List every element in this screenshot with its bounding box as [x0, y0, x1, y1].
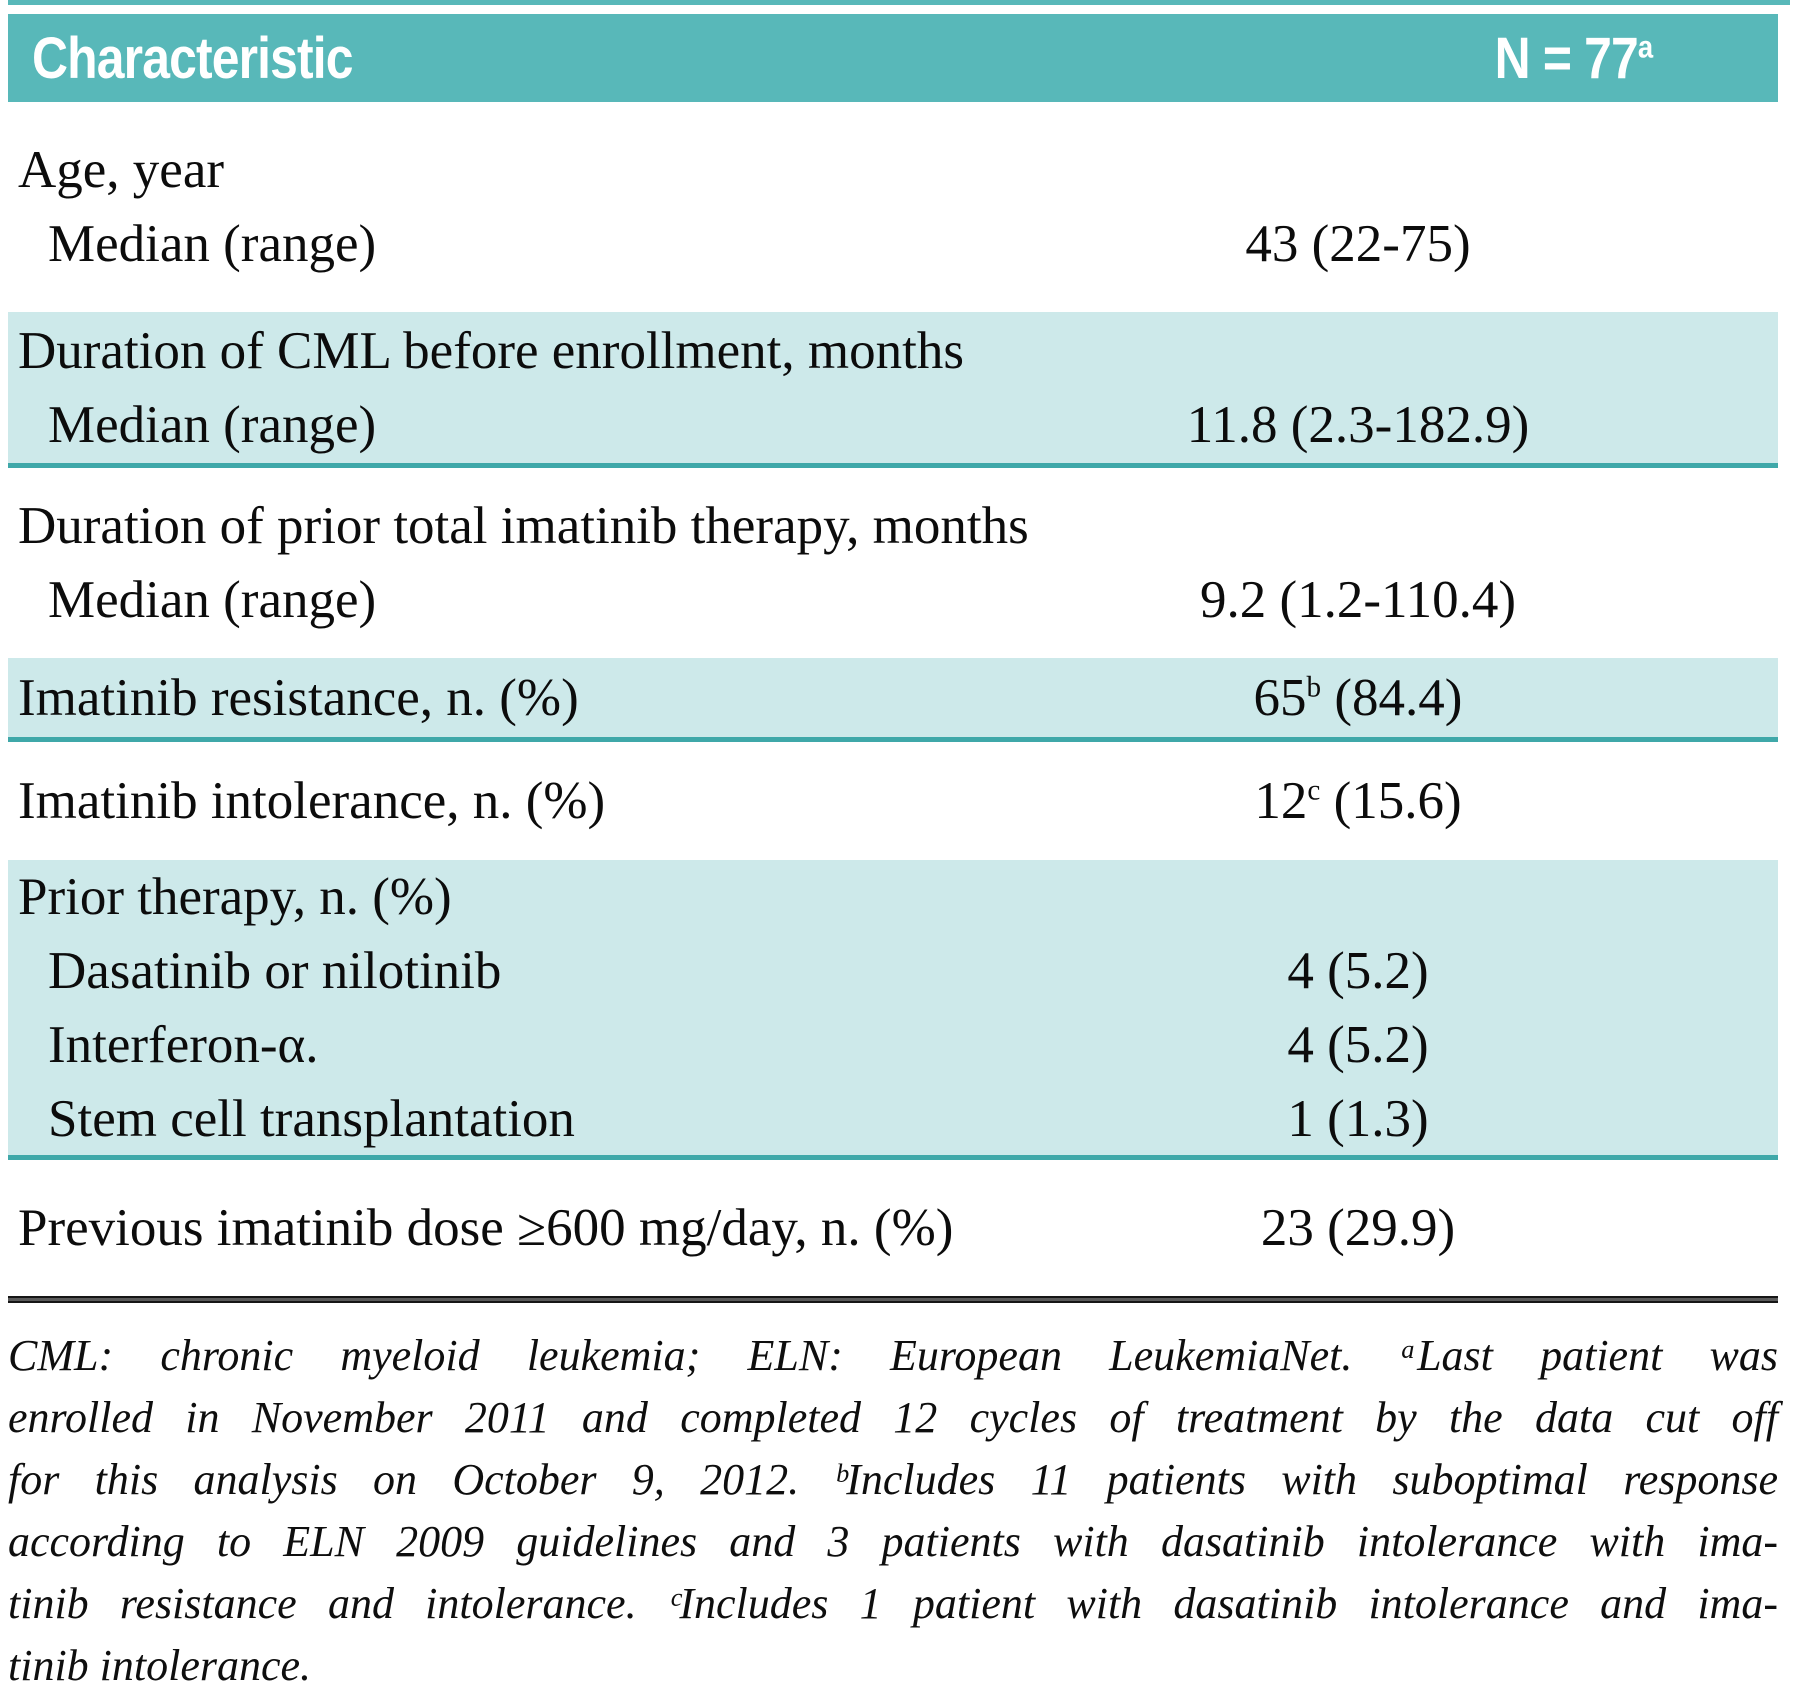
table-row: Median (range) 11.8 (2.3-182.9) [18, 388, 1778, 462]
section-imatinib-duration: Duration of prior total imatinib therapy… [8, 468, 1778, 658]
footnote-line: according to ELN 2009 guidelines and 3 p… [8, 1517, 1778, 1566]
table-row: Age, year [18, 133, 1778, 207]
row-label: Stem cell transplantation [48, 1089, 575, 1148]
header-n-text: N = 77 [1494, 25, 1638, 91]
footnote-line: for this analysis on October 9, 2012. ᵇI… [8, 1455, 1778, 1504]
table-row: Imatinib resistance, n. (%) 65b (84.4) [18, 661, 1778, 735]
value-number: 65 [1253, 668, 1307, 727]
table-row: Duration of CML before enrollment, month… [18, 314, 1778, 388]
table-row: Imatinib intolerance, n. (%) 12c (15.6) [18, 764, 1778, 838]
row-label: Interferon-α. [48, 1015, 319, 1074]
footnote: CML: chronic myeloid leukemia; ELN: Euro… [8, 1325, 1778, 1697]
row-label: Age, year [18, 141, 224, 199]
row-value: 4 (5.2) [1287, 941, 1429, 1000]
top-teal-rule [8, 0, 1790, 5]
table-row: Stem cell transplantation 1 (1.3) [18, 1082, 1778, 1156]
row-value: 9.2 (1.2-110.4) [1200, 571, 1516, 629]
row-value: 43 (22-75) [1245, 215, 1471, 273]
table-row: Duration of prior total imatinib therapy… [18, 489, 1778, 563]
row-label: Prior therapy, n. (%) [18, 867, 452, 926]
row-label: Duration of CML before enrollment, month… [18, 321, 964, 380]
footnote-line: tinib resistance and intolerance. ᶜInclu… [8, 1579, 1778, 1628]
footnote-line: enrolled in November 2011 and completed … [8, 1393, 1778, 1442]
header-n-superscript: a [1637, 28, 1653, 65]
row-value: 23 (29.9) [1260, 1199, 1456, 1257]
header-characteristic-cell: Characteristic [32, 25, 1092, 92]
row-label: Median (range) [48, 215, 377, 273]
row-value: 12c (15.6) [1078, 764, 1638, 838]
header-n-cell: N = 77a [1092, 25, 1652, 92]
value-percent: (15.6) [1320, 772, 1462, 830]
column-header-n: N = 77a [1494, 25, 1652, 92]
section-cml-duration: Duration of CML before enrollment, month… [8, 312, 1778, 468]
row-value: 4 (5.2) [1287, 1015, 1429, 1074]
row-value: 1 (1.3) [1287, 1089, 1429, 1148]
row-label: Duration of prior total imatinib therapy… [18, 497, 1029, 555]
footnote-line: tinib intolerance. [8, 1641, 312, 1690]
section-previous-dose: Previous imatinib dose ≥600 mg/day, n. (… [8, 1160, 1778, 1296]
footnote-divider-rule [8, 1296, 1778, 1303]
section-prior-therapy: Prior therapy, n. (%) Dasatinib or nilot… [8, 860, 1778, 1160]
table-row: Median (range) 43 (22-75) [18, 207, 1778, 281]
footnote-line: CML: chronic myeloid leukemia; ELN: Euro… [8, 1331, 1778, 1380]
table-row: Dasatinib or nilotinib 4 (5.2) [18, 934, 1778, 1008]
column-header-characteristic: Characteristic [32, 25, 354, 91]
table-row: Previous imatinib dose ≥600 mg/day, n. (… [18, 1191, 1778, 1265]
row-value: 65b (84.4) [1078, 661, 1638, 735]
row-label: Median (range) [48, 571, 377, 629]
table-row: Interferon-α. 4 (5.2) [18, 1008, 1778, 1082]
row-label: Imatinib intolerance, n. (%) [18, 772, 606, 830]
section-imatinib-resistance: Imatinib resistance, n. (%) 65b (84.4) [8, 658, 1778, 742]
row-label: Imatinib resistance, n. (%) [18, 668, 579, 727]
table-body: Age, year Median (range) 43 (22-75) Dura… [8, 102, 1778, 1296]
value-superscript: c [1307, 774, 1321, 807]
row-label: Dasatinib or nilotinib [48, 941, 502, 1000]
row-value: 11.8 (2.3-182.9) [1186, 395, 1530, 454]
table-row: Prior therapy, n. (%) [18, 860, 1778, 934]
section-age: Age, year Median (range) 43 (22-75) [8, 102, 1778, 312]
value-number: 12 [1254, 772, 1308, 830]
row-label: Median (range) [48, 395, 377, 454]
value-superscript: b [1306, 670, 1322, 703]
section-imatinib-intolerance: Imatinib intolerance, n. (%) 12c (15.6) [8, 742, 1778, 860]
table-row: Median (range) 9.2 (1.2-110.4) [18, 563, 1778, 637]
table-header-row: Characteristic N = 77a [8, 14, 1778, 102]
row-label: Previous imatinib dose ≥600 mg/day, n. (… [18, 1199, 954, 1257]
value-percent: (84.4) [1321, 668, 1463, 727]
